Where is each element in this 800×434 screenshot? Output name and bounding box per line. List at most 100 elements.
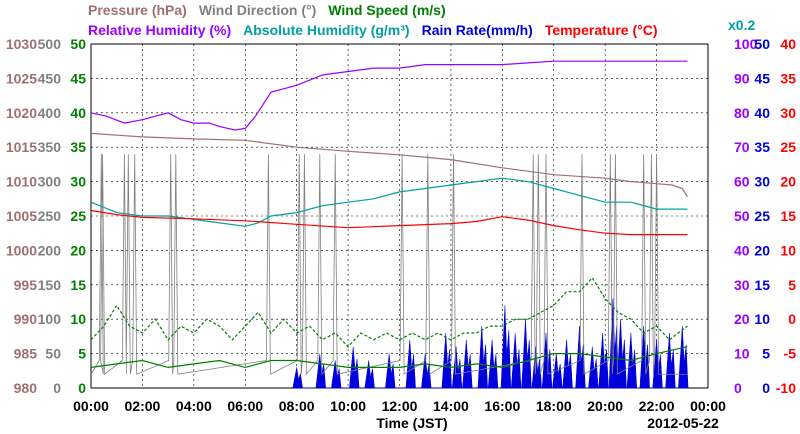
tick-label-rain_rate: 30	[754, 174, 770, 190]
tick-label-wind_direction: 200	[38, 242, 62, 258]
series-line-3	[90, 209, 688, 236]
tick-label-temperature: 0	[788, 311, 796, 327]
axis-ticks: 1030102510201015101010051000995990985980…	[6, 36, 796, 414]
tick-label-wind_speed: 45	[70, 70, 86, 86]
tick-label-humidity: 20	[734, 311, 750, 327]
tick-label-wind_direction: 400	[38, 105, 62, 121]
tick-label-temperature: 20	[780, 174, 796, 190]
tick-label-wind_speed: 30	[70, 174, 86, 190]
tick-label-temperature: 35	[780, 70, 796, 86]
tick-label-humidity: 40	[734, 242, 750, 258]
legend-item: Rain Rate(mm/h)	[422, 22, 533, 38]
tick-label-wind_direction: 0	[53, 380, 61, 396]
series-layer	[90, 60, 689, 389]
tick-label-pressure: 985	[14, 346, 38, 362]
tick-label-rain_rate: 0	[762, 380, 770, 396]
tick-label-humidity: 100	[734, 36, 758, 52]
tick-label-temperature: 10	[780, 242, 796, 258]
tick-label-wind_direction: 50	[45, 346, 61, 362]
tick-label-humidity: 60	[734, 174, 750, 190]
legend: Pressure (hPa) Wind Direction (°) Wind Spe…	[88, 2, 658, 38]
tick-label-wind_direction: 100	[38, 311, 62, 327]
series-line-1	[90, 132, 688, 198]
tick-label-wind_direction: 350	[38, 139, 62, 155]
tick-label-time: 16:00	[484, 398, 520, 414]
tick-label-temperature: 5	[788, 277, 796, 293]
tick-label-pressure: 1000	[6, 242, 37, 258]
tick-label-humidity: 80	[734, 105, 750, 121]
tick-label-rain_rate: 50	[754, 36, 770, 52]
tick-label-humidity: 10	[734, 346, 750, 362]
tick-label-time: 18:00	[536, 398, 572, 414]
wind-direction-line	[90, 154, 688, 376]
tick-label-pressure: 1010	[6, 174, 37, 190]
tick-label-wind_speed: 10	[70, 311, 86, 327]
tick-label-time: 10:00	[330, 398, 366, 414]
tick-label-wind_direction: 250	[38, 208, 62, 224]
tick-label-time: 06:00	[227, 398, 263, 414]
legend-item: Absolute Humidity (g/m³)	[243, 22, 409, 38]
tick-label-rain_rate: 40	[754, 105, 770, 121]
tick-label-temperature: 30	[780, 105, 796, 121]
tick-label-wind_speed: 25	[70, 208, 86, 224]
tick-label-time: 00:00	[690, 398, 726, 414]
tick-label-wind_speed: 15	[70, 277, 86, 293]
tick-label-time: 20:00	[587, 398, 623, 414]
tick-label-wind_speed: 40	[70, 105, 86, 121]
plot-grid	[90, 43, 709, 389]
tick-label-wind_speed: 20	[70, 242, 86, 258]
series-line-2	[90, 177, 688, 227]
legend-item: Temperature (°C)	[545, 22, 658, 38]
series-line-5	[90, 276, 688, 348]
tick-label-time: 22:00	[639, 398, 675, 414]
legend-item: Relative Humidity (%)	[88, 22, 231, 38]
tick-label-temperature: 40	[780, 36, 796, 52]
tick-label-temperature: 15	[780, 208, 796, 224]
tick-label-wind_speed: 35	[70, 139, 86, 155]
tick-label-time: 12:00	[382, 398, 418, 414]
tick-label-wind_speed: 5	[78, 346, 86, 362]
tick-label-wind_direction: 500	[38, 36, 62, 52]
tick-label-pressure: 1015	[6, 139, 37, 155]
tick-label-rain_rate: 5	[762, 346, 770, 362]
tick-label-temperature: 25	[780, 139, 796, 155]
tick-label-wind_speed: 0	[78, 380, 86, 396]
tick-label-humidity: 30	[734, 277, 750, 293]
tick-label-time: 02:00	[125, 398, 161, 414]
tick-label-pressure: 995	[14, 277, 38, 293]
tick-label-time: 14:00	[433, 398, 469, 414]
tick-label-rain_rate: 10	[754, 311, 770, 327]
date-label: 2012-05-22	[647, 415, 719, 431]
tick-label-wind_speed: 50	[70, 36, 86, 52]
legend-item: Wind Speed (m/s)	[328, 2, 445, 18]
x-axis-label: Time (JST)	[376, 415, 447, 431]
tick-label-rain_rate: 15	[754, 277, 770, 293]
tick-label-pressure: 990	[14, 311, 38, 327]
tick-label-humidity: 70	[734, 139, 750, 155]
legend-item: Wind Direction (°)	[199, 2, 316, 18]
tick-label-temperature: -10	[776, 380, 796, 396]
tick-label-wind_direction: 450	[38, 70, 62, 86]
tick-label-rain_rate: 20	[754, 242, 770, 258]
tick-label-wind_direction: 150	[38, 277, 62, 293]
tick-label-rain_rate: 25	[754, 208, 770, 224]
tick-label-rain_rate: 45	[754, 70, 770, 86]
rain-scale-note: x0.2	[728, 17, 755, 33]
tick-label-temperature: -5	[784, 346, 797, 362]
tick-label-pressure: 1025	[6, 70, 37, 86]
tick-label-pressure: 1005	[6, 208, 37, 224]
series-line-4	[90, 346, 688, 369]
tick-label-time: 04:00	[176, 398, 212, 414]
tick-label-pressure: 980	[14, 380, 38, 396]
series-line-0	[90, 60, 688, 131]
tick-label-pressure: 1020	[6, 105, 37, 121]
tick-label-pressure: 1030	[6, 36, 37, 52]
tick-label-humidity: 50	[734, 208, 750, 224]
tick-label-humidity: 90	[734, 70, 750, 86]
rain-rate-area	[292, 298, 689, 389]
tick-label-time: 08:00	[279, 398, 315, 414]
tick-label-wind_direction: 300	[38, 174, 62, 190]
tick-label-time: 00:00	[73, 398, 109, 414]
legend-item: Pressure (hPa)	[88, 2, 187, 18]
